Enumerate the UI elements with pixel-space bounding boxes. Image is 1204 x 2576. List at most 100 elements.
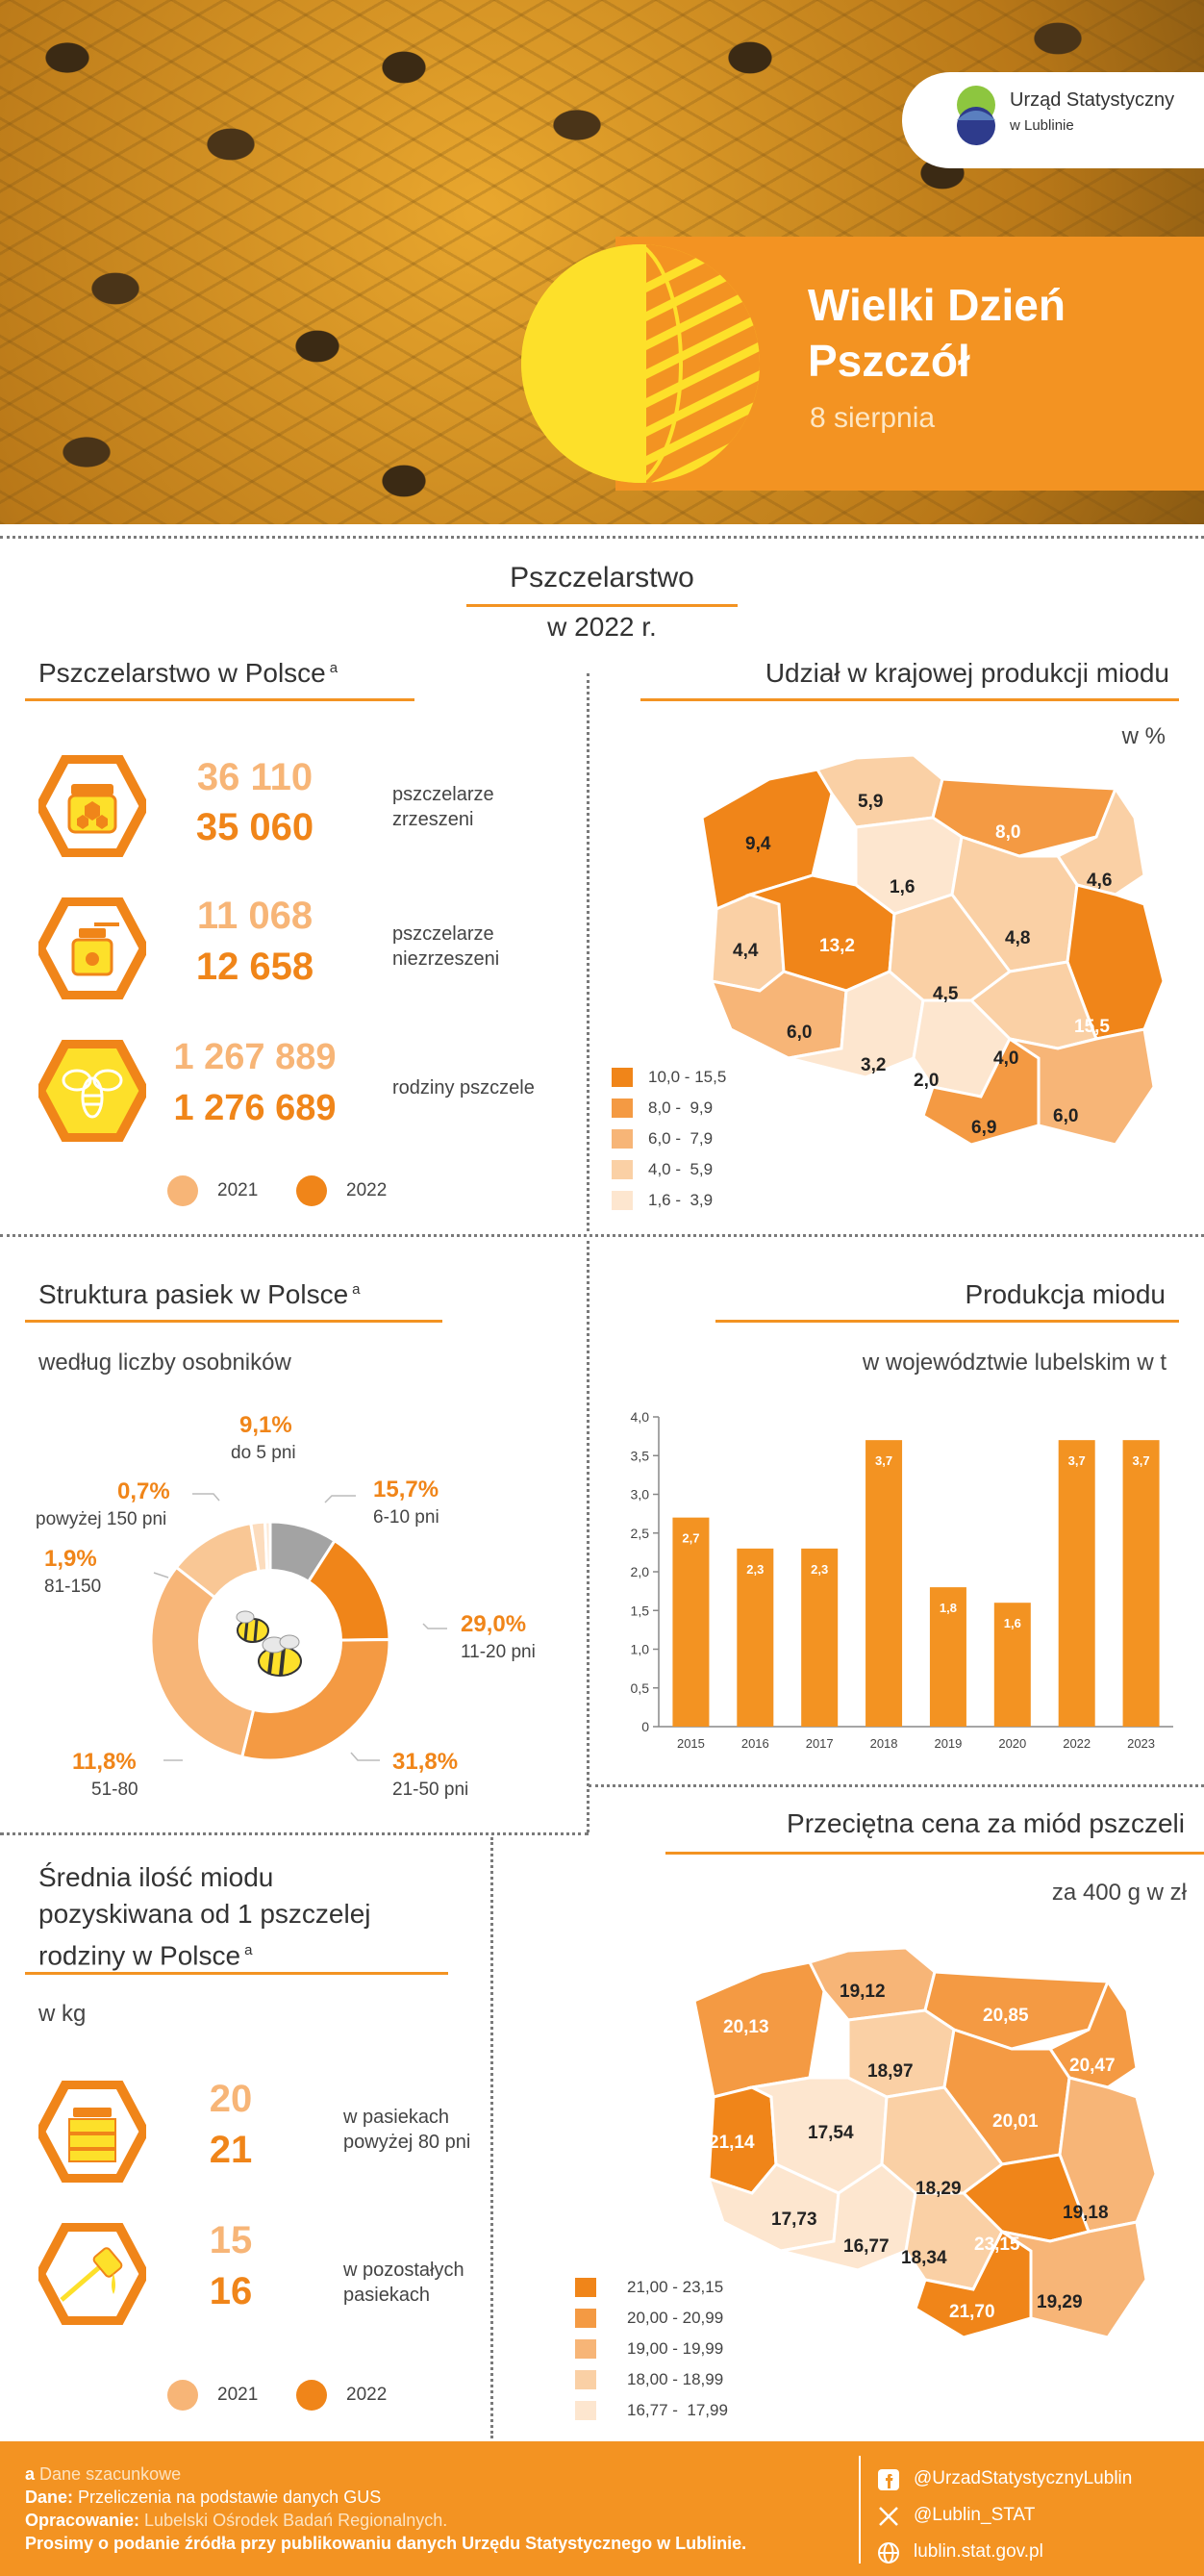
map-label: 20,85 (983, 2006, 1029, 2026)
bar-value-label: 1,8 (940, 1601, 957, 1615)
map-label: 21,14 (709, 2133, 755, 2153)
bar-value-label: 2,7 (682, 1531, 699, 1546)
map-label: 13,2 (819, 936, 855, 956)
divider (0, 1832, 589, 1835)
honey-yield-title: Średnia ilość miodu pozyskiwana od 1 psz… (38, 1862, 371, 1971)
honey-price-title: Przeciętna cena za miód pszczeli (787, 1808, 1185, 1838)
bar-value-label: 3,7 (1068, 1453, 1086, 1468)
honey-price-unit: za 400 g w zł (1051, 1880, 1187, 1906)
map-label: 17,73 (771, 2210, 817, 2230)
x-twitter-icon (879, 2507, 898, 2526)
map-label: 6,0 (1053, 1106, 1079, 1126)
footer-prep: Opracowanie: Lubelski Ośrodek Badań Regi… (25, 2511, 448, 2530)
yield-value-2021: 20 (209, 2078, 253, 2120)
y-tick-label: 4,0 (631, 1409, 650, 1425)
honey-dipper-icon (38, 897, 146, 999)
slice-label: 11-20 pni (461, 1642, 536, 1662)
logo-icon (957, 86, 995, 145)
stat-value-2022: 1 276 689 (173, 1088, 337, 1128)
map-label: 19,29 (1037, 2292, 1083, 2312)
donut-leader-lines (153, 1493, 447, 1761)
x-tick-label: 2020 (998, 1736, 1026, 1751)
honey-production-subtitle: w województwie lubelskim w t (862, 1350, 1166, 1376)
map-legend-swatch (612, 1099, 633, 1118)
map-label: 20,01 (992, 2111, 1039, 2132)
legend-swatch-2022 (296, 2380, 327, 2411)
footer-data: Dane: Przeliczenia na podstawie danych G… (25, 2488, 382, 2507)
map-label: 4,4 (733, 941, 759, 961)
stat-label: pszczelarze niezrzeszeni (392, 923, 500, 970)
map-label: 18,34 (901, 2248, 947, 2268)
footer-divider (859, 2456, 861, 2563)
slice-pct: 0,7% (117, 1478, 170, 1504)
map-label: 18,97 (867, 2061, 914, 2082)
stat-value-2021: 36 110 (196, 756, 314, 798)
map-label: 19,18 (1063, 2203, 1109, 2223)
y-tick-label: 3,5 (631, 1448, 650, 1463)
apiary-structure-underline (25, 1320, 442, 1323)
bar (672, 1517, 710, 1727)
map-label: 9,4 (745, 834, 771, 854)
beekeeping-title: Pszczelarstwo w Polsce a (38, 658, 339, 688)
map-label: 6,0 (787, 1023, 813, 1043)
bar-value-label: 1,6 (1004, 1616, 1021, 1630)
map-region (780, 2162, 917, 2272)
map-legend-swatch (575, 2278, 596, 2297)
yield-value-2022: 21 (209, 2129, 253, 2171)
slice-pct: 1,9% (44, 1546, 97, 1572)
footer (0, 2441, 1204, 2576)
intro-underline (466, 604, 738, 607)
slice-label: 21-50 pni (392, 1780, 469, 1800)
x-tick-label: 2023 (1127, 1736, 1155, 1751)
x-tick-label: 2018 (870, 1736, 898, 1751)
facebook-link[interactable]: @UrzadStatystycznyLublin (914, 2468, 1133, 2488)
stat-label: pszczelarze zrzeszeni (392, 784, 494, 830)
footer-notes: a Dane szacunkowe Dane: Przeliczenia na … (25, 2462, 833, 2555)
slice-label: do 5 pni (231, 1443, 296, 1463)
map-legend-swatch (575, 2339, 596, 2359)
bar (865, 1440, 903, 1727)
map-label: 19,12 (840, 1982, 886, 2002)
twitter-link[interactable]: @Lublin_STAT (914, 2505, 1036, 2525)
x-tick-label: 2016 (741, 1736, 769, 1751)
beehive-icon (38, 2081, 146, 2183)
legend-label-2021: 2021 (217, 1180, 259, 1200)
website-link[interactable]: lublin.stat.gov.pl (914, 2541, 1043, 2562)
bar (737, 1548, 774, 1727)
intro-year: w 2022 r. (547, 612, 657, 642)
bar-value-label: 2,3 (746, 1562, 764, 1577)
honey-price-map (692, 1946, 1158, 2339)
stat-label: rodziny pszczele (392, 1077, 535, 1099)
honey-production-chart: 0 0,5 1,0 1,5 2,0 2,5 3,0 3,5 4,0 2,7 2015 2,3 2016 2… (631, 1409, 1173, 1751)
honey-share-title: Udział w krajowej produkcji miodu (765, 658, 1169, 688)
legend-label-2022: 2022 (346, 1180, 388, 1200)
honey-yield-unit: w kg (38, 2001, 87, 2027)
honey-share-unit: w % (1121, 723, 1166, 749)
map-region (788, 970, 925, 1079)
map-region (1009, 1027, 1156, 1147)
map-legend-swatch (575, 2370, 596, 2389)
honey-yield-underline (25, 1972, 448, 1975)
yield-value-2022: 16 (209, 2270, 253, 2312)
slice-label: 6-10 pni (373, 1507, 439, 1528)
beekeeping-underline (25, 698, 414, 701)
map-label: 1,6 (890, 877, 916, 897)
stat-value-2021: 1 267 889 (173, 1037, 337, 1077)
y-tick-label: 3,0 (631, 1487, 650, 1503)
bar-value-label: 3,7 (1133, 1453, 1150, 1468)
divider (0, 1234, 1204, 1237)
yield-label: w pasiekach powyżej 80 pni (343, 2107, 471, 2153)
honey-share-map (700, 753, 1166, 1147)
slice-pct: 11,8% (72, 1749, 137, 1775)
apiary-structure-title: Struktura pasiek w Polsce a (38, 1279, 361, 1309)
honey-drip-icon (38, 2223, 146, 2325)
map-label: 20,47 (1069, 2056, 1116, 2076)
yield-label: w pozostałych pasiekach (343, 2260, 464, 2306)
map-legend-label: 18,00 - 18,99 (627, 2370, 724, 2388)
map-legend-label: 16,77 - 17,99 (627, 2401, 728, 2419)
map-legend-swatch (612, 1191, 633, 1210)
slice-pct: 9,1% (239, 1412, 292, 1438)
map-label: 16,77 (843, 2236, 890, 2257)
honey-production-underline (715, 1320, 1179, 1323)
x-tick-label: 2019 (934, 1736, 962, 1751)
